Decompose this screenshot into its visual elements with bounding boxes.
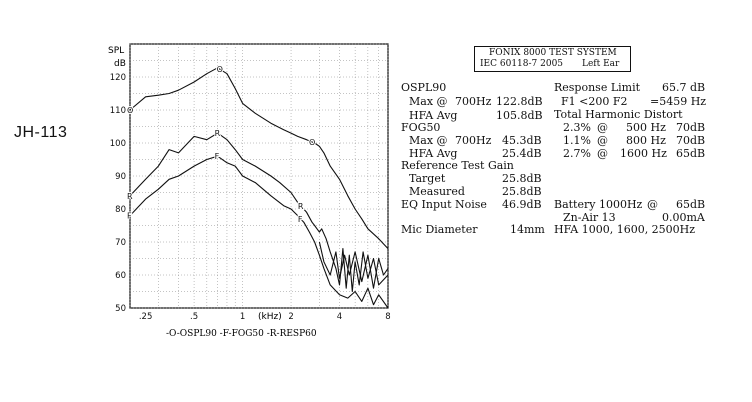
mic-label: Mic Diameter bbox=[401, 223, 478, 236]
rtg-title: Reference Test Gain bbox=[401, 159, 514, 172]
series-line-r bbox=[129, 132, 389, 293]
battery-at: @ bbox=[647, 198, 658, 211]
fog50-title: FOG50 bbox=[401, 121, 441, 134]
response-limit-value: 65.7 dB bbox=[662, 81, 706, 94]
thd-title: Total Harmonic Distort bbox=[554, 108, 683, 121]
eq-noise-label: EQ Input Noise bbox=[401, 198, 487, 211]
fog50-hfa-label: HFA Avg bbox=[409, 147, 458, 160]
series-line-o bbox=[129, 67, 389, 249]
series-marker-f: F bbox=[127, 212, 132, 221]
thd-row-pct: 2.3% bbox=[563, 121, 591, 134]
chart-legend: -O-OSPL90 -F-FOG50 -R-RESP60 bbox=[166, 329, 317, 339]
x-tick-label: .5 bbox=[190, 312, 198, 322]
thd-row-pct: 1.1% bbox=[563, 134, 591, 147]
y-tick-label: 70 bbox=[115, 238, 126, 248]
battery-db: 65dB bbox=[676, 198, 706, 211]
zinc-air-value: 0.00mA bbox=[662, 211, 705, 224]
ospl90-max-freq: 700Hz bbox=[455, 95, 492, 108]
x-tick-label: 1 bbox=[240, 312, 245, 322]
y-axis-label-spl: SPL bbox=[108, 46, 124, 56]
series-marker-f: F bbox=[215, 152, 220, 161]
y-tick-label: 110 bbox=[110, 106, 126, 116]
y-tick-label: 100 bbox=[110, 139, 126, 149]
y-tick-label: 90 bbox=[115, 172, 126, 182]
header-ear: Left Ear bbox=[582, 59, 620, 69]
mic-value: 14mm bbox=[510, 223, 545, 236]
x-tick-label: 2 bbox=[288, 312, 293, 322]
ospl90-hfa-label: HFA Avg bbox=[409, 109, 458, 122]
header-standard: IEC 60118-7 2005 bbox=[480, 59, 564, 69]
series-marker-r: R bbox=[298, 202, 304, 211]
thd-row-at: @ bbox=[597, 121, 608, 134]
series-marker-o: O bbox=[217, 65, 223, 74]
fog50-hfa-value: 25.4dB bbox=[502, 147, 542, 160]
x-tick-label: 8 bbox=[385, 312, 390, 322]
x-tick-label: 4 bbox=[337, 312, 342, 322]
thd-row-at: @ bbox=[597, 147, 608, 160]
fog50-max-value: 45.3dB bbox=[502, 134, 542, 147]
battery-label: Battery 1000Hz bbox=[554, 198, 643, 211]
y-tick-label: 50 bbox=[115, 304, 126, 314]
response-limit-label: Response Limit bbox=[554, 81, 641, 94]
header-box bbox=[474, 46, 631, 72]
thd-row-freq: 500 Hz bbox=[626, 121, 666, 134]
ospl90-max-value: 122.8dB bbox=[496, 95, 543, 108]
x-tick-label: .25 bbox=[139, 312, 153, 322]
y-tick-label: 120 bbox=[110, 73, 126, 83]
measured-label: Measured bbox=[409, 185, 465, 198]
thd-row-db: 65dB bbox=[676, 147, 706, 160]
measured-value: 25.8dB bbox=[502, 185, 542, 198]
hfa-frequencies: HFA 1000, 1600, 2500Hz bbox=[554, 223, 696, 236]
header-system: FONIX 8000 TEST SYSTEM bbox=[489, 48, 617, 58]
series-line-f bbox=[129, 155, 389, 309]
thd-row-pct: 2.7% bbox=[563, 147, 591, 160]
y-tick-label: 60 bbox=[115, 271, 126, 281]
series-marker-r: R bbox=[127, 192, 133, 201]
series-marker-o: O bbox=[309, 138, 315, 147]
ospl90-max-label: Max @ bbox=[409, 95, 448, 108]
series-line-f-high bbox=[318, 241, 389, 289]
thd-row-freq: 800 Hz bbox=[626, 134, 666, 147]
fog50-max-label: Max @ bbox=[409, 134, 448, 147]
thd-row-at: @ bbox=[597, 134, 608, 147]
series-marker-f: F bbox=[298, 215, 303, 224]
thd-row-db: 70dB bbox=[676, 121, 706, 134]
ospl90-hfa-value: 105.8dB bbox=[496, 109, 543, 122]
target-label: Target bbox=[409, 172, 446, 185]
zinc-air-label: Zn-Air 13 bbox=[563, 211, 616, 224]
fog50-max-freq: 700Hz bbox=[455, 134, 492, 147]
thd-row-freq: 1600 Hz bbox=[620, 147, 667, 160]
eq-noise-value: 46.9dB bbox=[502, 198, 542, 211]
target-value: 25.8dB bbox=[502, 172, 542, 185]
y-tick-label: 80 bbox=[115, 205, 126, 215]
f2-value: =5459 Hz bbox=[650, 95, 707, 108]
f1-f2-label: F1 <200 F2 bbox=[561, 95, 628, 108]
series-marker-o: O bbox=[127, 106, 133, 115]
thd-row-db: 70dB bbox=[676, 134, 706, 147]
ospl90-title: OSPL90 bbox=[401, 81, 447, 94]
y-axis-label-db: dB bbox=[114, 59, 126, 69]
x-axis-label: (kHz) bbox=[258, 312, 282, 322]
series-marker-r: R bbox=[215, 129, 221, 138]
device-label: JH-113 bbox=[14, 124, 68, 141]
